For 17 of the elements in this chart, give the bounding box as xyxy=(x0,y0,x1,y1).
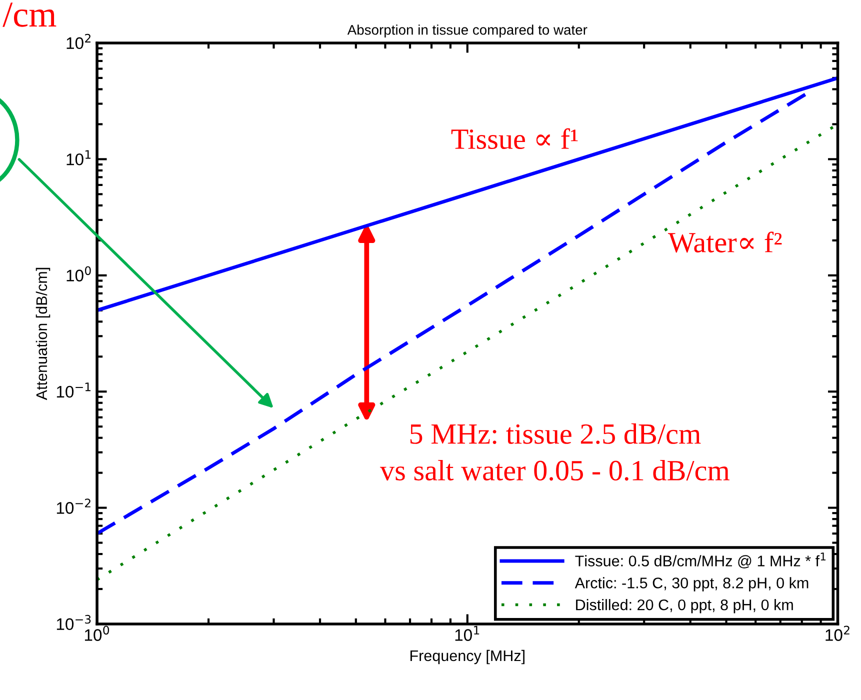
legend-label: Tissue: 0.5 dB/cm/MHz @ 1 MHz * f$^{1}$ xyxy=(575,552,826,568)
y-tick-label: 10$^{2}$ xyxy=(66,34,90,50)
y-tick-label: 10$^{−2}$ xyxy=(56,498,90,514)
y-tick-label: 10$^{−1}$ xyxy=(56,382,90,398)
annotation: 5 MHz: tissue 2.5 dB/cm vs salt water 0.05 - 0.1 dB/cm xyxy=(380,423,730,481)
y-axis-title: Attenuation [dB/cm] xyxy=(36,268,50,400)
chart-title: Absorption in tissue compared to water xyxy=(347,24,588,38)
legend-label: Distilled: 20 C, 0 ppt, 8 pH, 0 km xyxy=(576,599,793,614)
x-tick-label: 10$^{2}$ xyxy=(826,626,850,641)
annotation: Water∝ f² xyxy=(668,232,782,253)
x-axis-title: Frequency [MHz] xyxy=(410,650,524,664)
legend-label: Arctic: -1.5 C, 30 ppt, 8.2 pH, 0 km xyxy=(574,577,808,592)
y-tick-label: 10$^{0}$ xyxy=(66,266,91,282)
annotation: Tissue ∝ f¹ xyxy=(451,128,578,150)
y-tick-label: 10$^{1}$ xyxy=(66,150,91,166)
text: /cm xyxy=(2,2,56,27)
x-tick-label: 10$^{1}$ xyxy=(455,626,480,641)
